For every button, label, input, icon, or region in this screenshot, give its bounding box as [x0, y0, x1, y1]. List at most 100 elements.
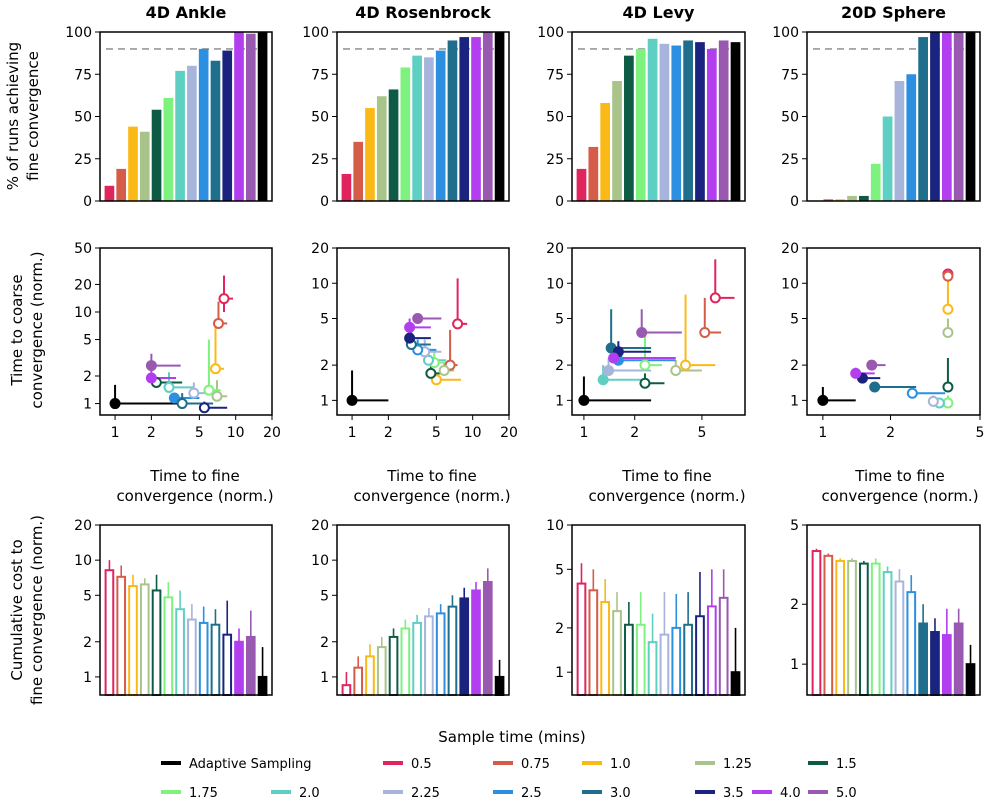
point-5.0	[412, 313, 424, 325]
ytick-label: 100	[537, 25, 564, 41]
bar-3.5	[695, 615, 705, 696]
bar-1.0	[128, 126, 138, 201]
row1-ylabel-line1: % of runs achieving	[4, 42, 22, 190]
bar-adaptive	[494, 32, 505, 201]
axes-frame	[806, 31, 981, 202]
point-1.75	[203, 384, 215, 396]
panel-success-20d-sphere: 20D Sphere 0 25 50 75 100	[772, 3, 981, 210]
axes-frame	[99, 524, 273, 696]
legend-item-adaptive-sampling: Adaptive Sampling	[161, 757, 312, 772]
ytick-label: 5	[83, 333, 92, 349]
point-1.25	[438, 364, 450, 376]
ytick-label: 1	[555, 665, 564, 681]
point-1.5	[639, 377, 651, 389]
bar-1.25	[612, 610, 622, 696]
panel-cost-4d-ankle: 1 2 5 10 20	[74, 518, 273, 697]
ytick-label: 5	[320, 588, 329, 604]
ytick-label: 0	[83, 194, 92, 210]
legend-item-1-75: 1.75	[161, 786, 218, 801]
ytick-label: 2	[555, 621, 564, 637]
xtick-label: 5	[697, 425, 706, 441]
ytick-label: 10	[311, 276, 329, 292]
point-0.5	[452, 318, 464, 330]
bar-adaptive	[257, 675, 268, 697]
bar-4.0	[234, 32, 244, 201]
point-0.75	[212, 317, 224, 329]
ytick-label: 20	[74, 277, 92, 293]
panel-title-4d-levy: 4D Levy	[623, 3, 695, 22]
legend-label: 0.5	[411, 757, 432, 772]
legend-label: 2.0	[299, 786, 320, 801]
bar-2.25	[894, 81, 905, 201]
bar-0.75	[588, 146, 599, 201]
panel-cost-4d-levy: 1 2 5 10	[546, 518, 746, 697]
panel-time-4d-rosenbrock: 1 2 5 10 20 1 2 5 10 20	[311, 241, 518, 441]
bar-0.75	[116, 168, 127, 201]
legend-label: 1.25	[723, 757, 752, 772]
axes-frame	[806, 247, 981, 416]
legend-item-2-5: 2.5	[493, 786, 542, 801]
legend-label: 1.5	[836, 757, 857, 772]
bar-2.5	[198, 621, 209, 696]
xtick-label: 10	[227, 425, 245, 441]
bar-2.25	[187, 618, 197, 696]
bar-1.5	[859, 195, 869, 201]
point-3.5	[404, 332, 416, 344]
bar-1.5	[388, 635, 399, 697]
ytick-label: 0	[555, 194, 564, 210]
panel-title-4d-ankle: 4D Ankle	[146, 3, 227, 22]
point-1.25	[670, 364, 682, 376]
row2-xlabel-line1-b: Time to fine	[386, 467, 477, 485]
bar-1.0	[365, 108, 375, 201]
row2-xlabel-line1-a: Time to fine	[149, 467, 240, 485]
bar-adaptive	[494, 675, 505, 697]
bar-2.25	[659, 43, 670, 201]
legend-item-5-0: 5.0	[808, 786, 857, 801]
ytick-label: 20	[311, 241, 329, 257]
ytick-label: 20	[546, 241, 564, 257]
bar-1.5	[624, 55, 634, 201]
bar-4.0	[471, 37, 481, 201]
bar-2.5	[198, 48, 209, 202]
xtick-label: 1	[818, 425, 827, 441]
bar-4.0	[234, 640, 244, 696]
bar-1.0	[600, 600, 611, 696]
bar-1.75	[635, 623, 646, 696]
point-1.5	[942, 381, 954, 393]
row2-xlabel-line2-b: convergence (norm.)	[353, 487, 510, 505]
bar-1.5	[859, 562, 869, 696]
point-3.0	[176, 398, 188, 410]
bar-3.0	[918, 622, 928, 697]
row2-xlabel-line1-c: Time to fine	[621, 467, 712, 485]
ytick-label: 2	[790, 358, 799, 374]
bar-0.5	[576, 168, 587, 201]
row2-ylabel-line1: Time to coarse	[8, 274, 26, 386]
bar-1.75	[870, 562, 881, 696]
xtick-label: 5	[976, 425, 985, 441]
row3-xlabel: Sample time (mins)	[438, 728, 585, 746]
bar-5.0	[718, 40, 729, 202]
legend-item-0-5: 0.5	[383, 757, 432, 772]
ytick-label: 10	[781, 276, 799, 292]
bar-3.5	[930, 32, 940, 201]
axes-frame	[571, 31, 746, 202]
point-1.0	[942, 303, 954, 315]
bar-0.75	[588, 589, 599, 696]
bar-3.5	[930, 631, 940, 696]
panel-success-4d-rosenbrock: 4D Rosenbrock 0 25 50 75 100	[302, 3, 510, 210]
bar-4.0	[471, 589, 481, 696]
bar-adaptive	[257, 32, 268, 201]
row2-xlabel-line2-d: convergence (norm.)	[821, 487, 978, 505]
point-adaptive	[817, 394, 829, 406]
ytick-label: 0	[320, 194, 329, 210]
bar-2.0	[882, 571, 893, 697]
row1-ylabel-line2: fine convergence	[24, 51, 42, 181]
point-5.0	[145, 360, 157, 372]
bar-5.0	[953, 622, 964, 697]
bar-1.0	[835, 199, 846, 201]
point-4.0	[145, 372, 157, 384]
ytick-label: 20	[74, 518, 92, 534]
ytick-label: 5	[555, 562, 564, 578]
bar-2.25	[424, 57, 434, 201]
